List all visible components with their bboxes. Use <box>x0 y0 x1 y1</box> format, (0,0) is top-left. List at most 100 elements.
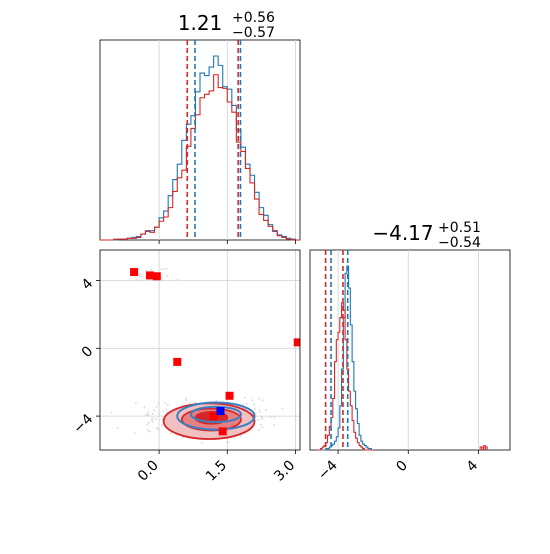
contour-sample-point <box>239 435 242 438</box>
contour-sample-point <box>176 278 179 281</box>
contour-sample-point <box>110 411 113 414</box>
hist-panel-1-steps <box>100 55 300 241</box>
hist-panel-2-grid <box>337 250 479 450</box>
contour-sample-point <box>166 275 169 277</box>
contour-red-marker <box>146 271 154 280</box>
contour-red-marker <box>209 412 218 421</box>
contour-sample-point <box>200 442 203 445</box>
contour-panel-markers <box>130 268 300 436</box>
hist-2-blue-step <box>317 265 374 451</box>
contour-blue-level <box>189 405 242 424</box>
hist-1-blue-step <box>100 55 300 241</box>
hist-2-xtick-label: 4 <box>464 457 482 475</box>
contour-sample-point <box>167 404 169 407</box>
contour-sample-point <box>265 409 267 411</box>
contour-panel-blue-levels <box>176 401 256 431</box>
contour-panel-frame <box>99 249 301 451</box>
contour-ytick-label: 0 <box>79 343 97 361</box>
contour-sample-point <box>133 432 136 435</box>
contour-sample-point <box>161 277 163 280</box>
contour-sample-point <box>145 269 148 272</box>
contour-sample-point <box>146 423 149 426</box>
contour-sample-point <box>243 396 246 399</box>
contour-sample-point <box>147 410 150 413</box>
contour-blue-level <box>176 401 256 431</box>
hist-panel-2-frame <box>309 249 511 451</box>
contour-panel-ticks: 0.0 1.5 3.0 4 0 −4 <box>70 276 298 485</box>
contour-red-marker <box>173 357 182 366</box>
contour-sample-point <box>260 416 263 419</box>
contour-sample-point <box>259 423 262 426</box>
contour-sample-point <box>157 401 160 404</box>
contour-red-marker <box>225 391 234 400</box>
contour-sample-point <box>136 279 138 281</box>
contour-sample-point <box>158 403 160 405</box>
contour-sample-point <box>169 432 172 435</box>
contour-sample-point <box>227 441 230 444</box>
contour-sample-point <box>259 411 261 414</box>
contour-sample-point <box>162 268 165 270</box>
contour-sample-point <box>273 415 276 418</box>
contour-sample-point <box>257 418 260 421</box>
hist-panel-1-title-plus: +0.56 <box>232 10 275 26</box>
contour-sample-point <box>189 401 191 404</box>
contour-sample-point <box>158 413 161 415</box>
contour-sample-point <box>134 277 137 279</box>
contour-sample-point <box>160 268 163 271</box>
contour-ytick-label: 4 <box>79 276 97 294</box>
hist-panel-1: 1.21 +0.56 −0.57 <box>99 10 301 244</box>
contour-sample-point <box>253 403 256 406</box>
hist-2-xtick-label: −4 <box>315 457 341 483</box>
hist-panel-1-title-minus: −0.57 <box>232 25 275 41</box>
hist-panel-2-title-plus: +0.51 <box>438 220 481 236</box>
contour-sample-point <box>147 429 149 432</box>
contour-ytick-label: −4 <box>70 411 96 437</box>
contour-sample-point <box>139 272 142 275</box>
contour-sample-point <box>150 268 152 271</box>
contour-sample-point <box>273 423 275 426</box>
contour-sample-point <box>185 397 187 400</box>
contour-sample-point <box>160 418 163 421</box>
hist-panel-1-title: 1.21 <box>178 11 223 35</box>
contour-sample-point <box>269 416 272 419</box>
contour-sample-point <box>162 410 165 413</box>
contour-sample-point <box>215 399 218 402</box>
contour-blue-marker <box>216 407 225 416</box>
contour-xtick-label: 1.5 <box>203 458 230 485</box>
contour-sample-point <box>164 402 167 405</box>
contour-sample-point <box>258 408 261 411</box>
contour-sample-point <box>257 429 260 431</box>
contour-sample-point <box>281 407 284 410</box>
contour-sample-point <box>153 409 156 412</box>
hist-panel-1-grid <box>158 40 296 240</box>
contour-sample-point <box>165 408 168 411</box>
contour-sample-point <box>245 402 248 405</box>
contour-sample-point <box>261 399 264 402</box>
hist-panel-1-quantile-lines <box>186 40 242 240</box>
contour-red-marker <box>130 268 139 277</box>
contour-sample-point <box>143 405 146 408</box>
contour-sample-point <box>144 413 147 416</box>
contour-sample-point <box>141 275 144 277</box>
contour-sample-point <box>254 412 257 414</box>
contour-sample-point <box>152 416 155 419</box>
contour-sample-point <box>165 268 168 270</box>
contour-panel-grid <box>100 250 300 450</box>
hist-panel-1-frame <box>99 39 301 241</box>
contour-sample-point <box>146 412 149 415</box>
hist-panel-2-title: −4.17 <box>372 221 433 245</box>
contour-red-marker <box>218 427 227 436</box>
contour-sample-point <box>117 426 119 429</box>
contour-sample-point <box>151 413 154 416</box>
contour-sample-point <box>151 421 154 424</box>
contour-sample-point <box>148 414 150 417</box>
contour-sample-point <box>148 430 151 433</box>
contour-sample-point <box>138 275 141 278</box>
contour-sample-point <box>147 421 150 424</box>
contour-sample-point <box>294 419 297 422</box>
contour-xtick-label: 3.0 <box>271 458 298 485</box>
hist-panel-2-ticks: −4 0 4 <box>315 450 481 483</box>
hist-panel-2-title-minus: −0.54 <box>438 235 481 251</box>
